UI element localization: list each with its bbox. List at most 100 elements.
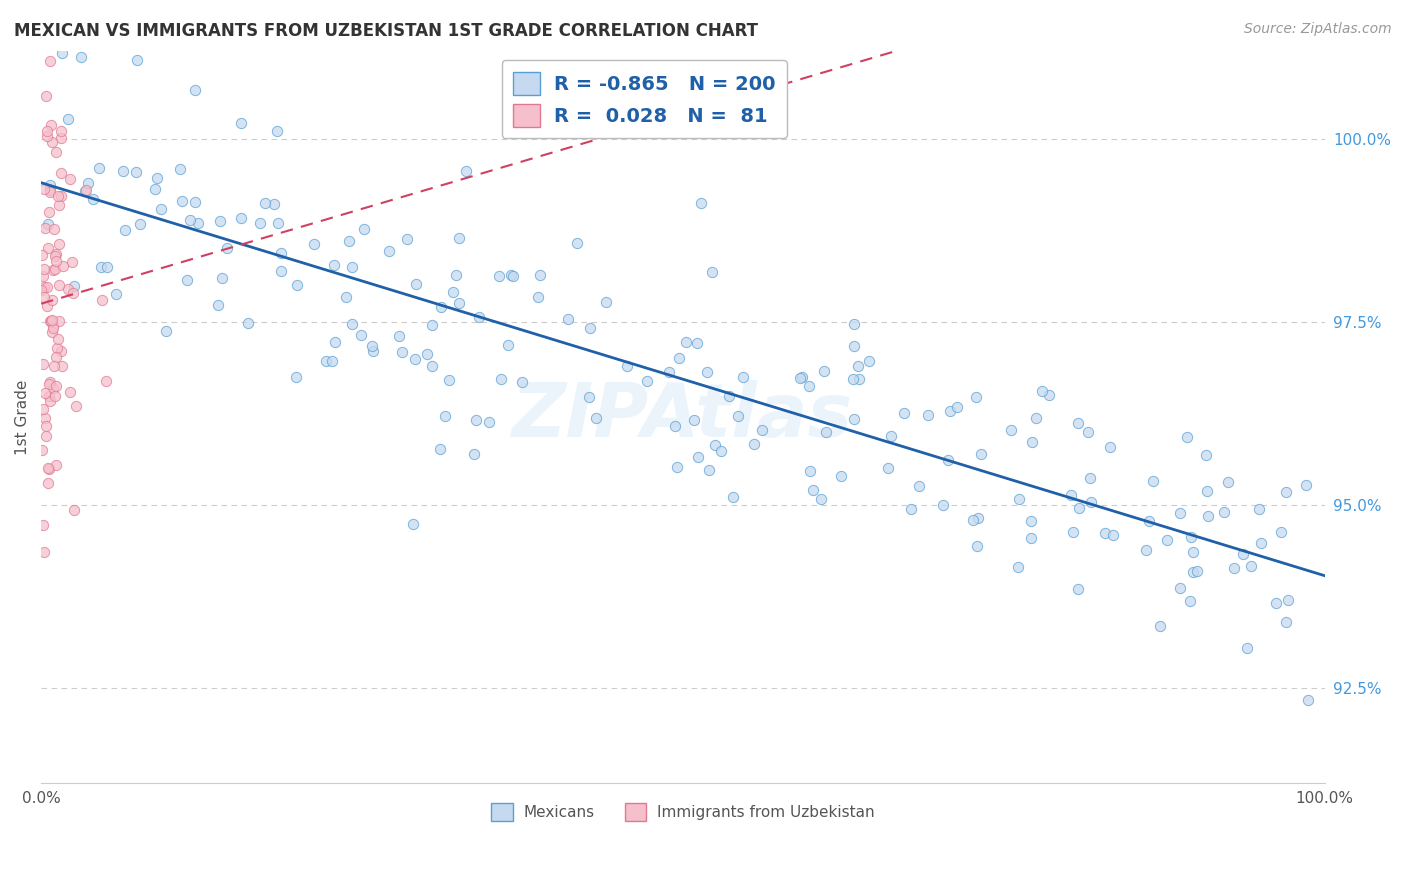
Point	[1275, 615, 1298, 629]
Point	[62, 279, 84, 293]
Point	[31, 443, 53, 458]
Point	[1295, 477, 1317, 491]
Point	[149, 202, 172, 217]
Point	[842, 412, 865, 426]
Point	[60, 254, 83, 268]
Legend: Mexicans, Immigrants from Uzbekistan: Mexicans, Immigrants from Uzbekistan	[485, 797, 880, 827]
Point	[565, 236, 588, 251]
Point	[846, 359, 869, 373]
Point	[668, 351, 690, 366]
Point	[447, 296, 470, 310]
Point	[690, 196, 713, 211]
Point	[688, 450, 710, 465]
Point	[841, 372, 863, 386]
Point	[169, 161, 191, 176]
Point	[502, 268, 524, 283]
Point	[938, 452, 960, 467]
Point	[557, 311, 579, 326]
Point	[1149, 618, 1171, 632]
Point	[35, 299, 58, 313]
Point	[302, 237, 325, 252]
Point	[439, 373, 461, 387]
Point	[444, 268, 467, 282]
Point	[266, 124, 288, 138]
Point	[465, 413, 488, 427]
Text: ZIPAtlas: ZIPAtlas	[512, 380, 853, 453]
Point	[1080, 495, 1102, 509]
Point	[321, 353, 343, 368]
Point	[52, 259, 75, 273]
Point	[38, 54, 60, 68]
Point	[38, 389, 60, 403]
Point	[59, 385, 82, 400]
Point	[1168, 581, 1191, 595]
Point	[585, 411, 607, 425]
Point	[125, 165, 148, 179]
Point	[231, 211, 253, 225]
Point	[1181, 566, 1204, 580]
Point	[1236, 641, 1258, 656]
Point	[143, 182, 166, 196]
Point	[56, 112, 79, 126]
Point	[1168, 506, 1191, 520]
Point	[270, 246, 292, 260]
Point	[1078, 471, 1101, 485]
Point	[595, 294, 617, 309]
Point	[578, 390, 600, 404]
Point	[488, 269, 510, 284]
Point	[183, 194, 205, 209]
Point	[62, 285, 84, 300]
Point	[111, 164, 134, 178]
Point	[932, 498, 955, 512]
Point	[38, 314, 60, 328]
Point	[1077, 425, 1099, 439]
Point	[48, 236, 70, 251]
Point	[810, 491, 832, 506]
Point	[683, 413, 706, 427]
Point	[945, 400, 967, 414]
Point	[1265, 596, 1288, 610]
Point	[1135, 543, 1157, 558]
Point	[49, 344, 72, 359]
Point	[1185, 564, 1208, 578]
Point	[129, 217, 152, 231]
Point	[217, 240, 239, 254]
Point	[1247, 501, 1270, 516]
Point	[1277, 593, 1299, 607]
Point	[51, 131, 73, 145]
Point	[39, 394, 62, 409]
Point	[966, 511, 988, 525]
Point	[880, 429, 903, 443]
Point	[441, 285, 464, 299]
Point	[49, 124, 72, 138]
Point	[253, 196, 276, 211]
Point	[104, 287, 127, 301]
Point	[361, 339, 384, 353]
Point	[908, 479, 931, 493]
Point	[1175, 430, 1198, 444]
Point	[44, 389, 66, 403]
Point	[51, 46, 73, 61]
Point	[1066, 417, 1088, 431]
Point	[37, 476, 59, 491]
Point	[32, 181, 55, 195]
Point	[723, 490, 745, 504]
Point	[1067, 501, 1090, 516]
Point	[965, 390, 987, 404]
Point	[1232, 547, 1254, 561]
Point	[34, 386, 56, 401]
Point	[962, 514, 984, 528]
Point	[1270, 524, 1292, 539]
Point	[39, 314, 62, 328]
Point	[48, 277, 70, 292]
Point	[48, 198, 70, 212]
Point	[395, 232, 418, 246]
Point	[420, 318, 443, 332]
Point	[231, 116, 253, 130]
Point	[114, 223, 136, 237]
Point	[45, 350, 67, 364]
Point	[38, 205, 60, 219]
Point	[966, 539, 988, 553]
Point	[815, 425, 838, 440]
Point	[658, 365, 681, 379]
